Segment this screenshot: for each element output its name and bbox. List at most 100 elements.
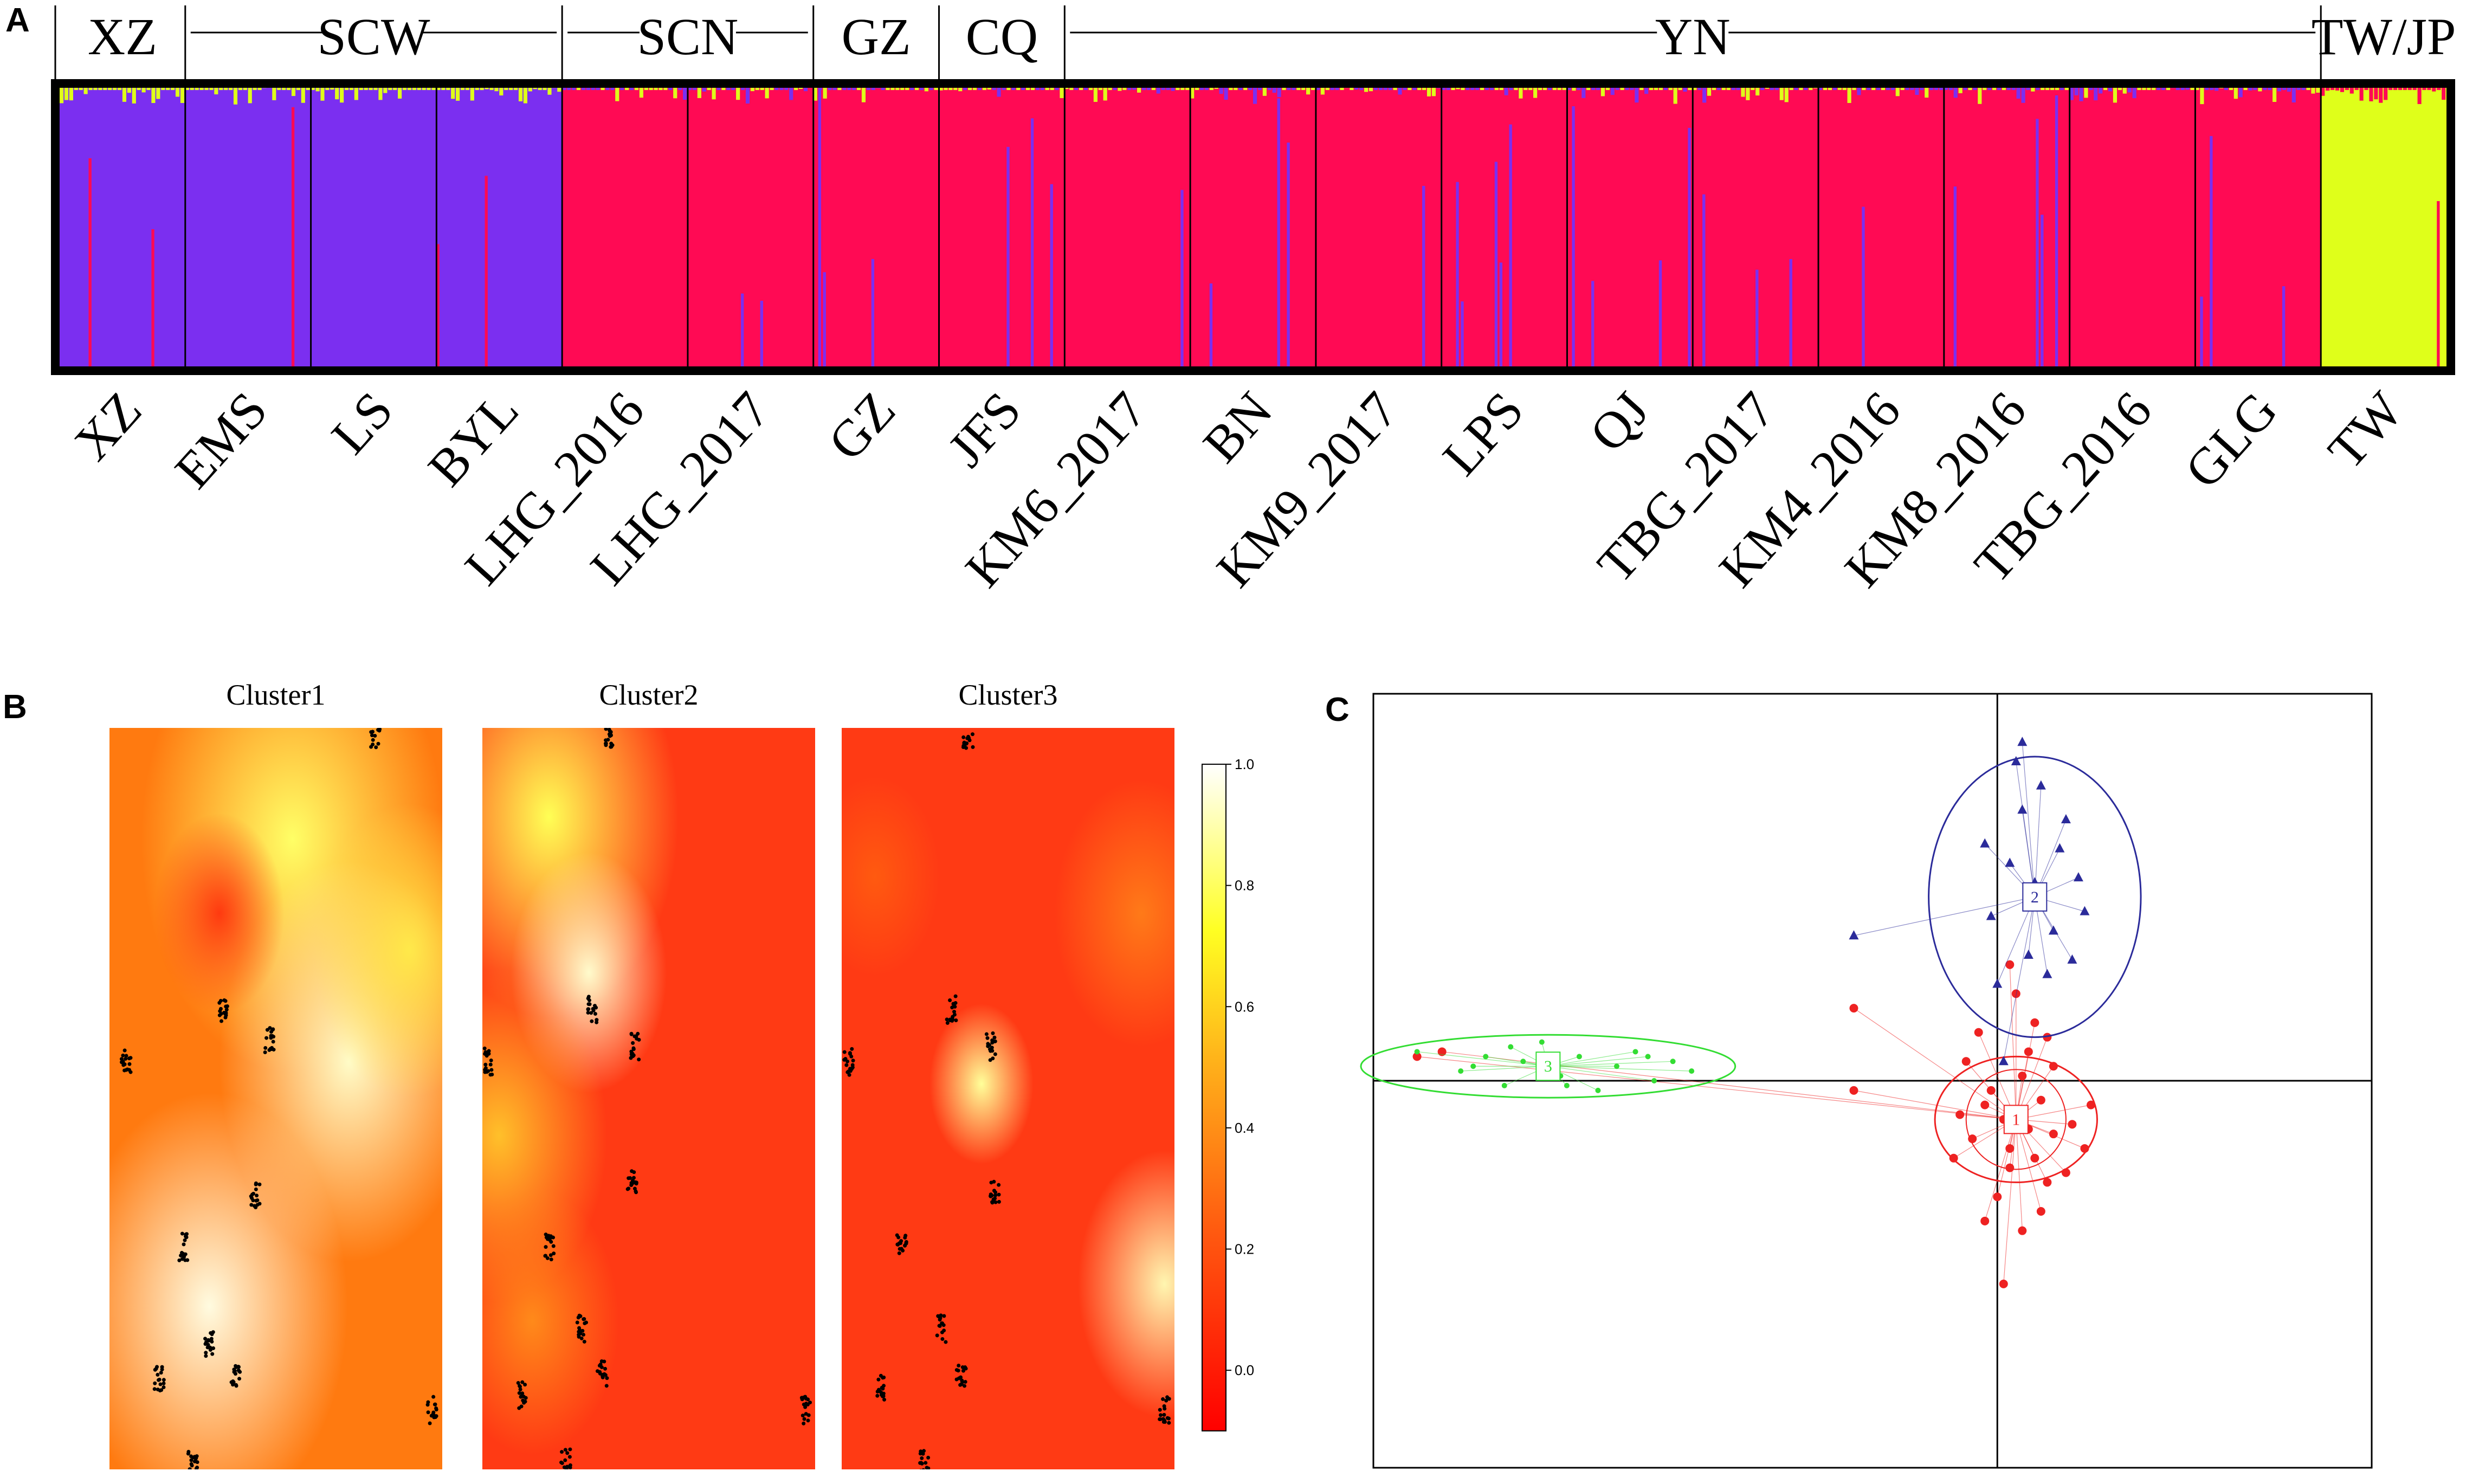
- cluster-title: Cluster1: [227, 679, 326, 711]
- individual-strip: [2374, 88, 2378, 100]
- sample-point: [920, 1456, 924, 1460]
- sample-point: [376, 724, 379, 728]
- sample-point: [546, 1237, 550, 1241]
- individual-strip: [199, 88, 204, 91]
- individual-strip: [1021, 88, 1025, 91]
- scatter-point: [1501, 1082, 1507, 1088]
- centroid-link: [2022, 742, 2035, 897]
- membership-bar: [436, 88, 563, 366]
- individual-strip: [301, 88, 305, 103]
- individual-strip: [770, 88, 774, 91]
- individual-strip: [1789, 88, 1793, 91]
- sample-point: [483, 1062, 488, 1067]
- sample-site: [935, 1313, 948, 1344]
- individual-strip: [576, 88, 581, 91]
- scatter-point: [1961, 1057, 1971, 1066]
- sample-point: [609, 745, 613, 749]
- sample-point: [160, 1365, 164, 1369]
- individual-strip: [1277, 98, 1280, 366]
- individual-strip: [2268, 88, 2272, 91]
- sample-point: [568, 1463, 572, 1467]
- cluster-maps: Cluster1 Cluster2 Cluster3: [109, 679, 1174, 1476]
- sample-point: [899, 1247, 903, 1251]
- sample-point: [195, 1466, 199, 1469]
- individual-strip: [1030, 88, 1035, 91]
- individual-strip: [1475, 88, 1480, 91]
- sample-point: [580, 1328, 585, 1333]
- individual-strip: [1895, 88, 1900, 96]
- individual-strip: [1368, 88, 1373, 92]
- individual-strip: [2094, 88, 2098, 101]
- membership-bar: [1567, 88, 1693, 366]
- centroid-link: [1417, 1056, 2016, 1120]
- scatter-point: [1849, 930, 1859, 940]
- sample-point: [876, 1377, 881, 1382]
- individual-strip: [224, 88, 228, 91]
- individual-strip: [60, 88, 64, 104]
- individual-strip: [137, 88, 141, 91]
- individual-strip: [1050, 88, 1054, 91]
- sample-point: [376, 720, 379, 724]
- sample-site: [984, 1031, 997, 1062]
- centroid-link: [2003, 896, 2035, 1062]
- individual-strip: [1615, 88, 1619, 91]
- sample-point: [991, 1031, 995, 1035]
- sample-point: [903, 1235, 907, 1240]
- sample-point: [1158, 1408, 1162, 1412]
- sample-point: [231, 1380, 236, 1384]
- individual-strip: [1325, 88, 1329, 91]
- sample-point: [561, 1473, 565, 1476]
- panel-letter-c: C: [1325, 691, 1350, 728]
- sample-point: [124, 1054, 128, 1058]
- individual-strip: [1282, 88, 1286, 91]
- individual-strip: [886, 88, 890, 91]
- individual-strip: [1987, 88, 1992, 91]
- individual-strip: [823, 272, 826, 366]
- svg-text:2: 2: [2031, 888, 2039, 906]
- sample-point: [432, 1402, 437, 1406]
- sample-point: [516, 1380, 520, 1385]
- region-CQ: CQ: [938, 5, 1038, 81]
- centroid-link: [1984, 1119, 2017, 1222]
- individual-strip: [2127, 88, 2132, 93]
- individual-strip: [1528, 88, 1533, 91]
- sample-point: [177, 1258, 182, 1262]
- individual-strip: [629, 88, 634, 91]
- sample-point: [233, 1372, 237, 1376]
- sample-point: [204, 1351, 208, 1355]
- sample-point: [374, 724, 378, 727]
- individual-strip: [1224, 88, 1228, 100]
- individual-strip: [1881, 88, 1886, 91]
- sample-point: [122, 1048, 127, 1053]
- individual-strip: [257, 88, 262, 91]
- colorbar-tick-label: 0.6: [1235, 998, 1254, 1015]
- sample-point: [254, 1205, 258, 1210]
- sample-point: [959, 1375, 963, 1379]
- individual-strip: [1610, 88, 1615, 95]
- population-block-KM9_2017: [1315, 88, 1442, 366]
- sample-point: [210, 1352, 215, 1356]
- sample-point: [802, 1402, 806, 1406]
- individual-strip: [2011, 88, 2016, 91]
- individual-strip: [2369, 88, 2373, 101]
- individual-strip: [1823, 88, 1828, 91]
- individual-strip: [2238, 88, 2243, 98]
- sample-point: [1165, 1416, 1170, 1420]
- sample-point: [374, 745, 378, 750]
- sample-point: [599, 1359, 604, 1363]
- sample-point: [952, 1012, 957, 1017]
- sample-point: [904, 1241, 908, 1246]
- centroid-link: [1854, 1090, 2016, 1120]
- sample-point: [251, 1191, 256, 1196]
- individual-strip: [571, 88, 576, 91]
- sample-point: [997, 1192, 1001, 1197]
- sample-point: [121, 1062, 126, 1067]
- sample-point: [880, 1385, 884, 1390]
- scatter-point: [2043, 1033, 2052, 1042]
- cluster-map-2: Cluster2: [482, 679, 815, 1476]
- colorbar-tick-label: 0.2: [1235, 1241, 1254, 1257]
- individual-strip: [866, 88, 870, 91]
- individual-strip: [750, 88, 754, 92]
- individual-strip: [1267, 88, 1271, 91]
- sample-point: [589, 1011, 593, 1015]
